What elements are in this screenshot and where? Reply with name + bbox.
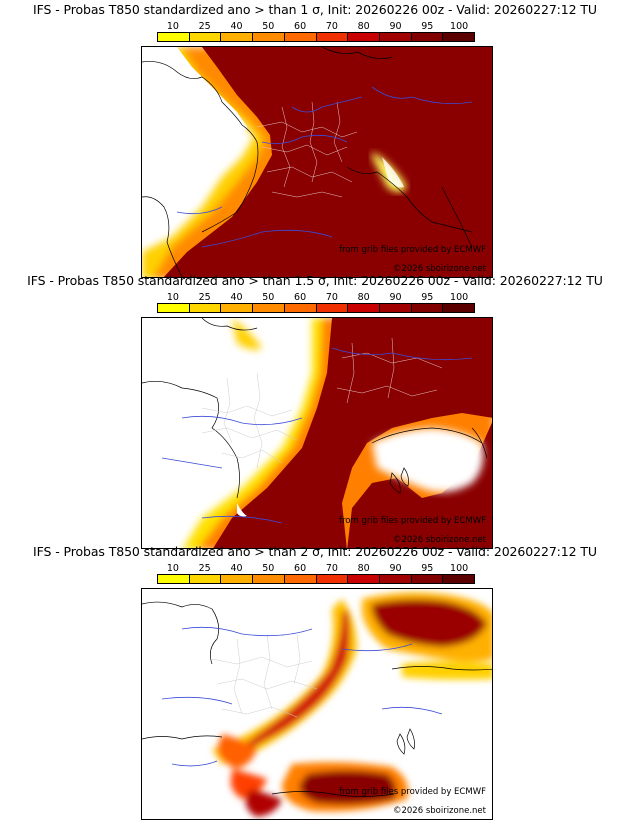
colorbar-tick-label: 10 <box>166 563 179 574</box>
colorbar-tick-label: 25 <box>198 292 211 303</box>
colorbar-tick-label: 25 <box>198 21 211 32</box>
colorbar-segment <box>158 304 190 312</box>
colorbar-segment <box>284 304 317 312</box>
colorbar-segment <box>316 304 349 312</box>
map-svg <box>142 47 492 277</box>
colorbar-tick-label: 60 <box>294 21 307 32</box>
panel-title: IFS - Probas T850 standardized ano > tha… <box>33 544 597 559</box>
probability-map: from grib files provided by ECMWF ©2026 … <box>141 46 493 278</box>
colorbar-segment <box>284 575 317 583</box>
colorbar-segment <box>316 33 349 41</box>
colorbar-tick-label: 80 <box>357 21 370 32</box>
colorbar-tick-label: 90 <box>389 292 402 303</box>
colorbar-tick-label: 95 <box>421 563 434 574</box>
data-source-credit: from grib files provided by ECMWF <box>339 787 486 797</box>
colorbar-tick-label: 80 <box>357 292 370 303</box>
colorbar-segment <box>189 304 222 312</box>
colorbar-segment <box>379 33 412 41</box>
colorbar-tick-label: 25 <box>198 563 211 574</box>
colorbar-tick-label: 10 <box>166 292 179 303</box>
colorbar-tick-label: 95 <box>421 21 434 32</box>
colorbar-tick-label: 40 <box>230 563 243 574</box>
panel-title: IFS - Probas T850 standardized ano > tha… <box>27 273 603 288</box>
colorbar-segment <box>158 33 190 41</box>
colorbar <box>157 574 475 584</box>
colorbar-segment <box>348 33 380 41</box>
colorbar-segment <box>411 575 444 583</box>
colorbar-tick-label: 50 <box>262 563 275 574</box>
copyright-credit: ©2026 sboirizone.net <box>392 264 486 274</box>
colorbar-tick-label: 90 <box>389 563 402 574</box>
colorbar-tick-label: 100 <box>450 292 469 303</box>
colorbar-tick-label: 10 <box>166 21 179 32</box>
map-svg <box>142 318 492 548</box>
colorbar-segment <box>411 304 444 312</box>
colorbar-tick-label: 100 <box>450 21 469 32</box>
colorbar-segment <box>443 575 475 583</box>
colorbar-segment <box>158 575 190 583</box>
colorbar-segment <box>221 575 254 583</box>
colorbar-segment <box>284 33 317 41</box>
colorbar-segment <box>379 304 412 312</box>
probability-map: from grib files provided by ECMWF ©2026 … <box>141 317 493 549</box>
colorbar-labels: 10 25 40 50 60 70 80 90 95 100 <box>157 21 475 32</box>
colorbar-segment <box>411 33 444 41</box>
colorbar-segment <box>348 575 380 583</box>
colorbar-labels: 10 25 40 50 60 70 80 90 95 100 <box>157 292 475 303</box>
colorbar-tick-label: 50 <box>262 21 275 32</box>
map-svg <box>142 592 492 817</box>
colorbar-tick-label: 70 <box>325 292 338 303</box>
colorbar-segment <box>189 575 222 583</box>
colorbar-segment <box>443 304 475 312</box>
colorbar-tick-label: 70 <box>325 563 338 574</box>
colorbar-tick-label: 80 <box>357 563 370 574</box>
colorbar <box>157 32 475 42</box>
data-source-credit: from grib files provided by ECMWF <box>339 245 486 255</box>
copyright-credit: ©2026 sboirizone.net <box>392 806 486 816</box>
map-panel-1: IFS - Probas T850 standardized ano > tha… <box>0 0 630 278</box>
colorbar-tick-label: 70 <box>325 21 338 32</box>
copyright-credit: ©2026 sboirizone.net <box>392 535 486 545</box>
panel-title: IFS - Probas T850 standardized ano > tha… <box>33 2 597 17</box>
colorbar-segment <box>379 575 412 583</box>
map-panel-3: IFS - Probas T850 standardized ano > tha… <box>0 542 630 820</box>
colorbar-tick-label: 40 <box>230 21 243 32</box>
colorbar-segment <box>316 575 349 583</box>
colorbar-segment <box>443 33 475 41</box>
colorbar-tick-label: 60 <box>294 292 307 303</box>
colorbar-segment <box>221 33 254 41</box>
colorbar-tick-label: 60 <box>294 563 307 574</box>
colorbar-tick-label: 90 <box>389 21 402 32</box>
colorbar-labels: 10 25 40 50 60 70 80 90 95 100 <box>157 563 475 574</box>
colorbar-segment <box>189 33 222 41</box>
data-source-credit: from grib files provided by ECMWF <box>339 516 486 526</box>
colorbar-segment <box>253 575 285 583</box>
colorbar-tick-label: 95 <box>421 292 434 303</box>
colorbar-segment <box>253 304 285 312</box>
colorbar-segment <box>348 304 380 312</box>
colorbar-tick-label: 40 <box>230 292 243 303</box>
probability-map: from grib files provided by ECMWF ©2026 … <box>141 588 493 820</box>
colorbar-tick-label: 50 <box>262 292 275 303</box>
colorbar-tick-label: 100 <box>450 563 469 574</box>
colorbar-segment <box>253 33 285 41</box>
map-panel-2: IFS - Probas T850 standardized ano > tha… <box>0 271 630 549</box>
colorbar-segment <box>221 304 254 312</box>
colorbar <box>157 303 475 313</box>
